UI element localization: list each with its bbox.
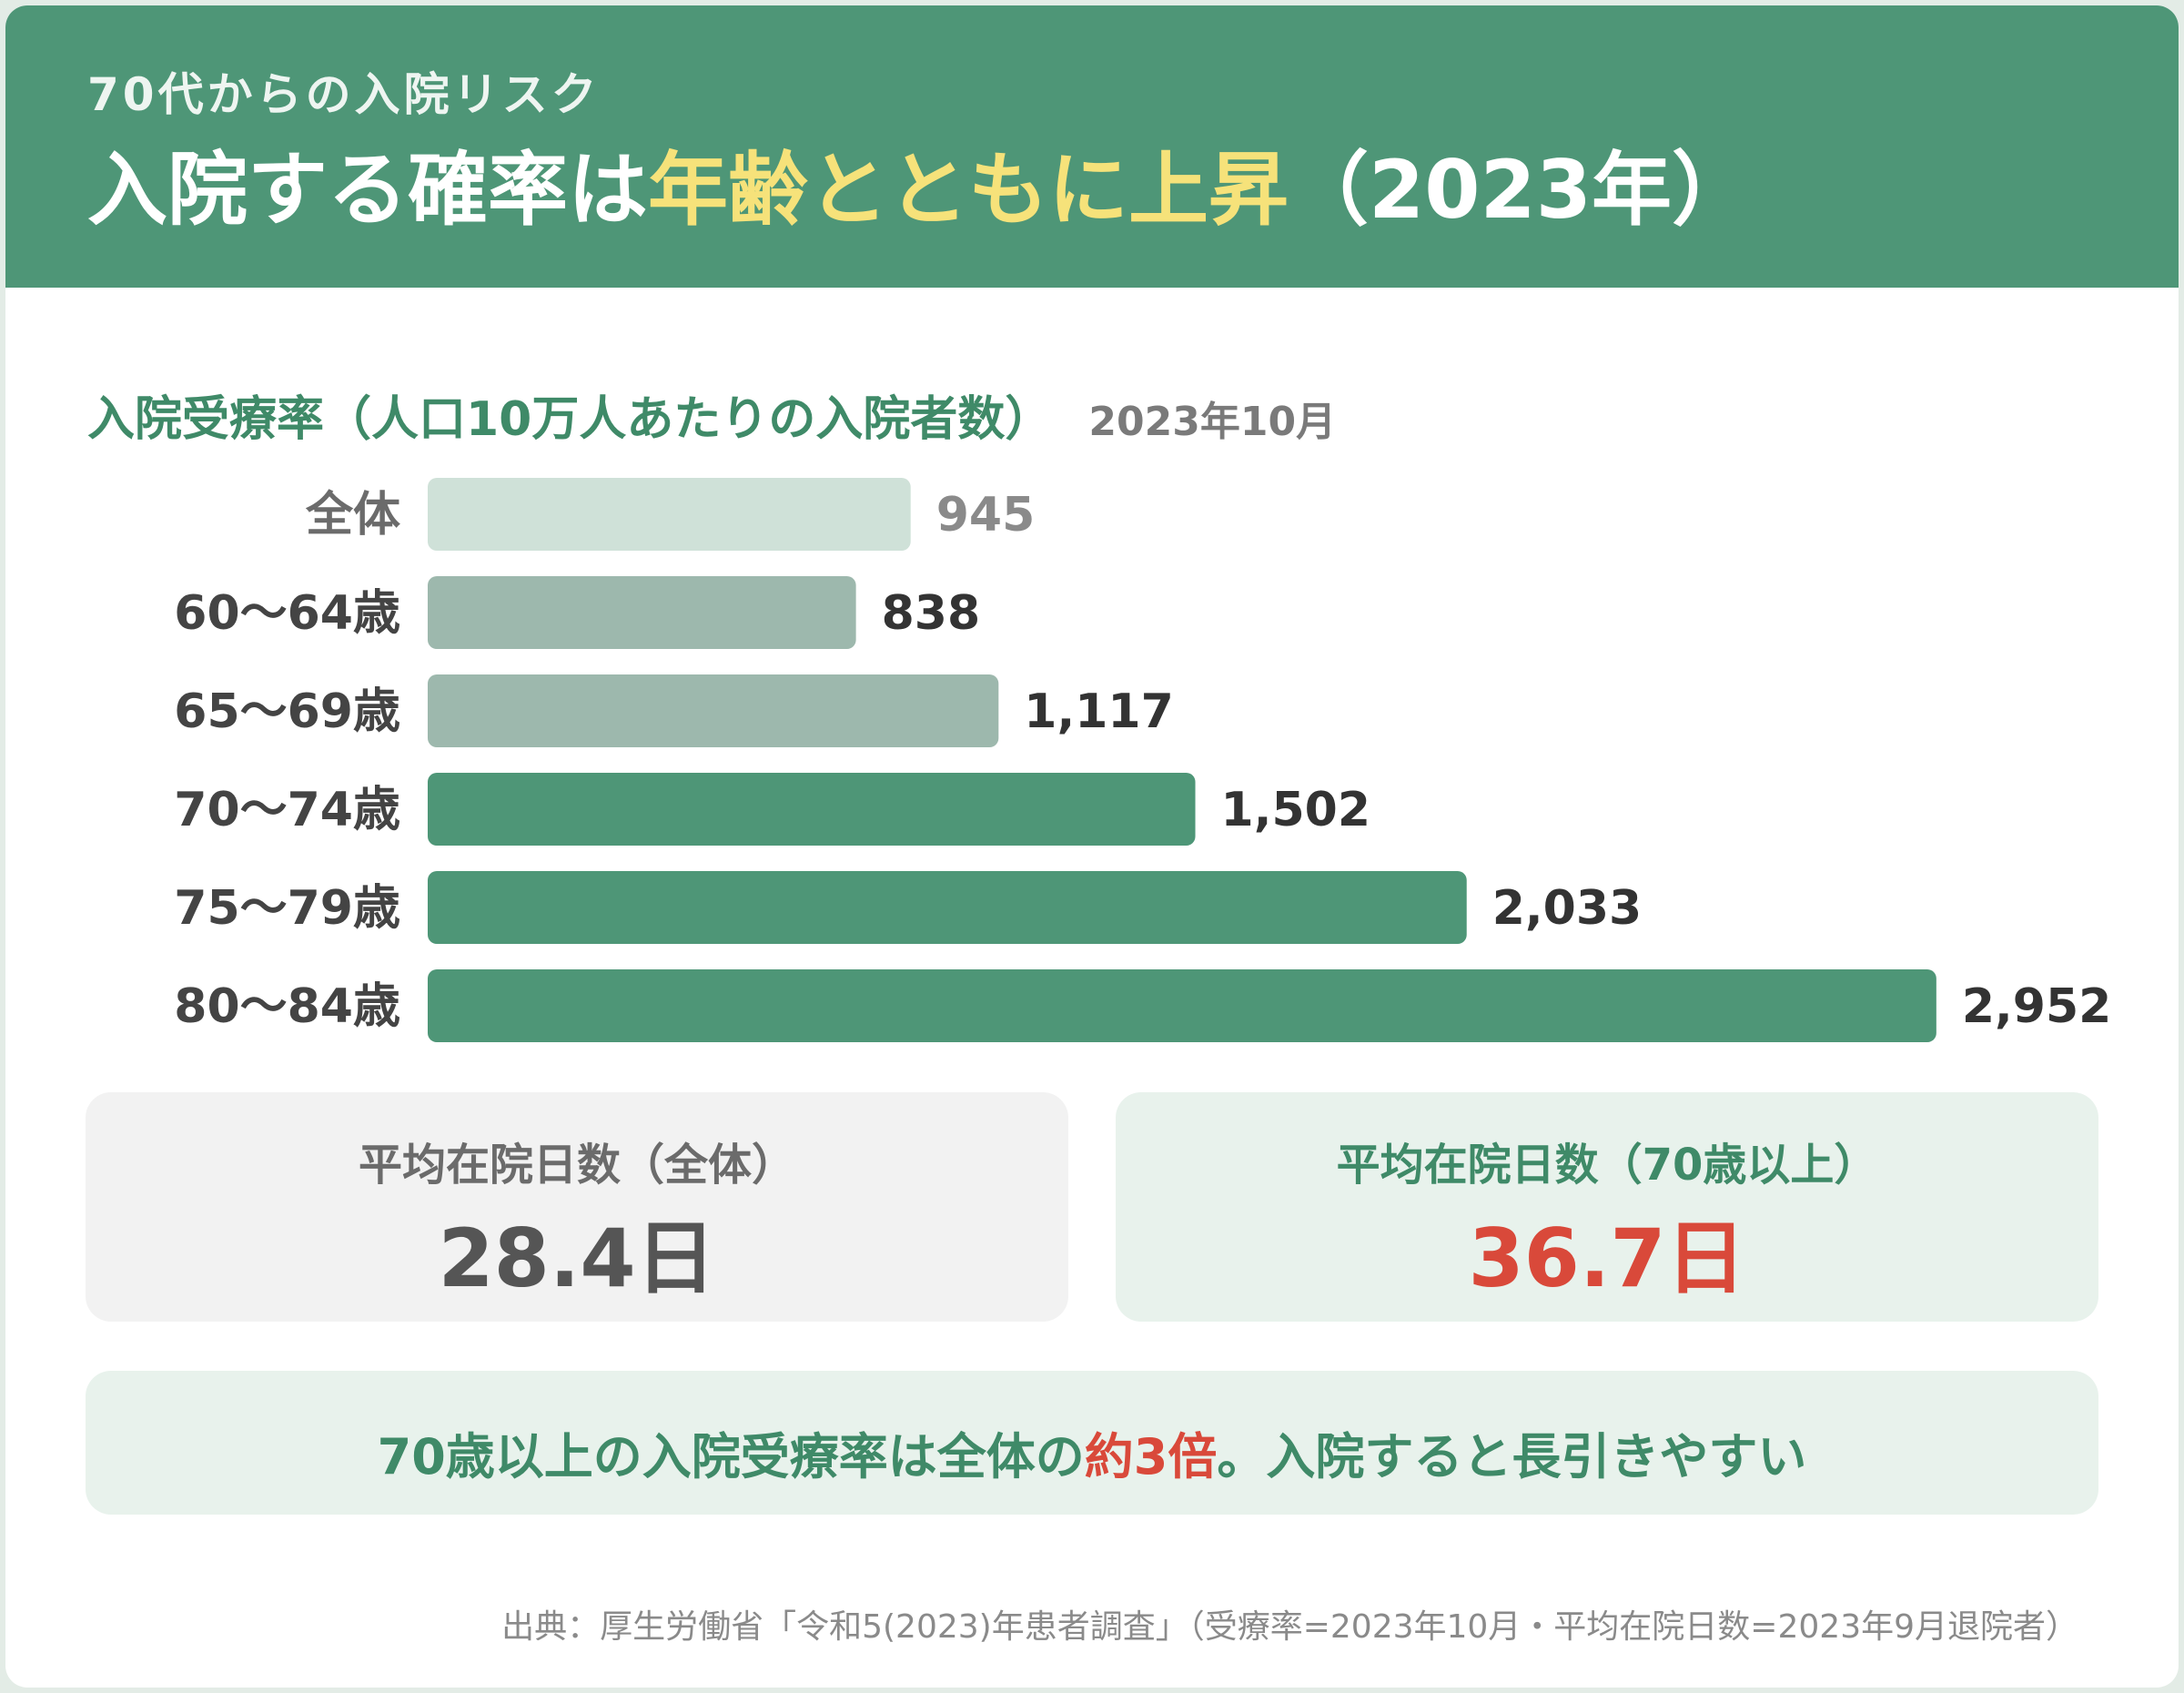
bar <box>428 478 911 551</box>
bar <box>428 871 1467 944</box>
summary-box: 70歳以上の入院受療率は全体の約3倍。入院すると長引きやすい <box>86 1371 2098 1515</box>
value-label: 2,033 <box>1492 881 1642 936</box>
category-label: 70～74歳 <box>174 783 400 837</box>
category-label: 65～69歳 <box>174 684 400 739</box>
category-label: 75～79歳 <box>174 881 400 936</box>
stat-card-70plus: 平均在院日数（70歳以上） 36.7日 <box>1116 1092 2098 1322</box>
value-label: 838 <box>882 586 981 641</box>
value-label: 1,117 <box>1024 684 1173 739</box>
bar <box>428 969 1936 1042</box>
value-label: 945 <box>936 488 1036 542</box>
stat-label-70plus: 平均在院日数（70歳以上） <box>1336 1140 1878 1191</box>
category-label: 全体 <box>305 488 400 542</box>
chart-title: 入院受療率（人口10万人あたりの入院者数） <box>87 392 1053 447</box>
stat-card-overall: 平均在院日数（全体） 28.4日 <box>86 1092 1068 1322</box>
stat-label-overall: 平均在院日数（全体） <box>358 1140 795 1191</box>
bar <box>428 773 1196 846</box>
infographic-card: 70代からの入院リスク 入院する確率は年齢とともに上昇（2023年） 入院受療率… <box>5 5 2179 1688</box>
summary-part2: 。入院すると長引きやすい <box>1217 1428 1807 1485</box>
chart-date: 2023年10月 <box>1088 399 1337 445</box>
value-label: 2,952 <box>1962 979 2111 1034</box>
summary-emphasis: 約3倍 <box>1084 1428 1218 1485</box>
main-title: 入院する確率は年齢とともに上昇（2023年） <box>87 144 1752 236</box>
bar <box>428 674 999 747</box>
header-banner: 70代からの入院リスク 入院する確率は年齢とともに上昇（2023年） <box>5 5 2179 288</box>
summary-part1: 70歳以上の入院受療率は全体の <box>377 1428 1085 1485</box>
category-label: 60～64歳 <box>174 586 400 641</box>
stat-value-overall: 28.4日 <box>438 1211 716 1305</box>
summary-text: 70歳以上の入院受療率は全体の約3倍。入院すると長引きやすい <box>86 1416 2098 1488</box>
header-kicker: 70代からの入院リスク <box>87 68 601 121</box>
title-part2: （2023年） <box>1289 143 1752 237</box>
title-highlight: 年齢とともに上昇 <box>648 143 1289 237</box>
value-label: 1,502 <box>1221 783 1370 837</box>
bar <box>428 576 856 649</box>
stat-value-70plus: 36.7日 <box>1468 1211 1746 1305</box>
title-part1: 入院する確率は <box>87 143 649 237</box>
source-note: 出典：厚生労働省「令和5(2023)年患者調査」（受療率=2023年10月・平均… <box>501 1608 2078 1646</box>
bar-chart: 全体 945 60～64歳 838 65～69歳 1,117 70～74歳 1,502 75～7… <box>174 478 2111 1042</box>
chart-heading: 入院受療率（人口10万人あたりの入院者数） 2023年10月 <box>87 380 1336 449</box>
category-label: 80～84歳 <box>174 979 400 1034</box>
